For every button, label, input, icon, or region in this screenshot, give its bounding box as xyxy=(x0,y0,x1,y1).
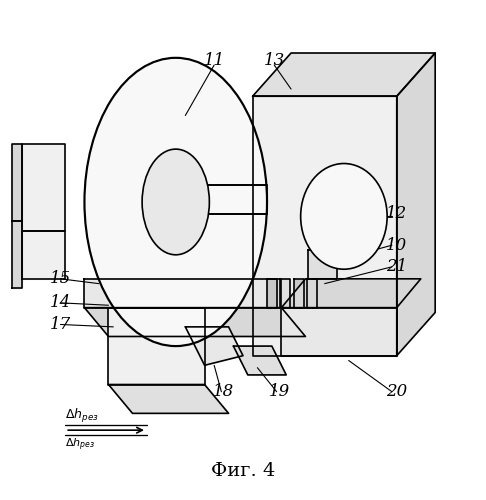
Polygon shape xyxy=(281,279,421,308)
Polygon shape xyxy=(308,250,337,279)
Text: 14: 14 xyxy=(50,294,71,312)
Text: 20: 20 xyxy=(386,383,407,400)
Text: 17: 17 xyxy=(50,316,71,333)
Polygon shape xyxy=(281,308,397,356)
Ellipse shape xyxy=(142,149,209,255)
Polygon shape xyxy=(22,231,65,279)
Text: Фиг. 4: Фиг. 4 xyxy=(211,462,275,480)
Text: 15: 15 xyxy=(50,270,71,287)
Polygon shape xyxy=(307,279,317,308)
Polygon shape xyxy=(185,327,243,366)
Polygon shape xyxy=(294,279,304,308)
Polygon shape xyxy=(280,279,290,308)
Polygon shape xyxy=(108,308,205,384)
Ellipse shape xyxy=(85,58,267,346)
Text: $\Delta h_{рез}$: $\Delta h_{рез}$ xyxy=(65,407,99,425)
Polygon shape xyxy=(85,279,281,308)
Polygon shape xyxy=(85,308,306,336)
Text: 19: 19 xyxy=(268,383,290,400)
Text: 13: 13 xyxy=(263,52,285,68)
Polygon shape xyxy=(12,221,22,288)
Text: 11: 11 xyxy=(204,52,225,68)
Text: 10: 10 xyxy=(386,236,407,254)
Text: 21: 21 xyxy=(386,258,407,276)
Polygon shape xyxy=(233,346,286,375)
Polygon shape xyxy=(397,53,435,356)
Text: $\Delta h_{рез}$: $\Delta h_{рез}$ xyxy=(65,436,95,453)
Polygon shape xyxy=(253,53,435,96)
Text: 12: 12 xyxy=(386,206,407,222)
Polygon shape xyxy=(161,185,267,214)
Polygon shape xyxy=(22,144,65,231)
Polygon shape xyxy=(253,96,397,356)
Polygon shape xyxy=(267,279,277,308)
Polygon shape xyxy=(108,384,228,414)
Ellipse shape xyxy=(301,164,387,269)
Text: 18: 18 xyxy=(213,383,234,400)
Polygon shape xyxy=(12,144,22,221)
